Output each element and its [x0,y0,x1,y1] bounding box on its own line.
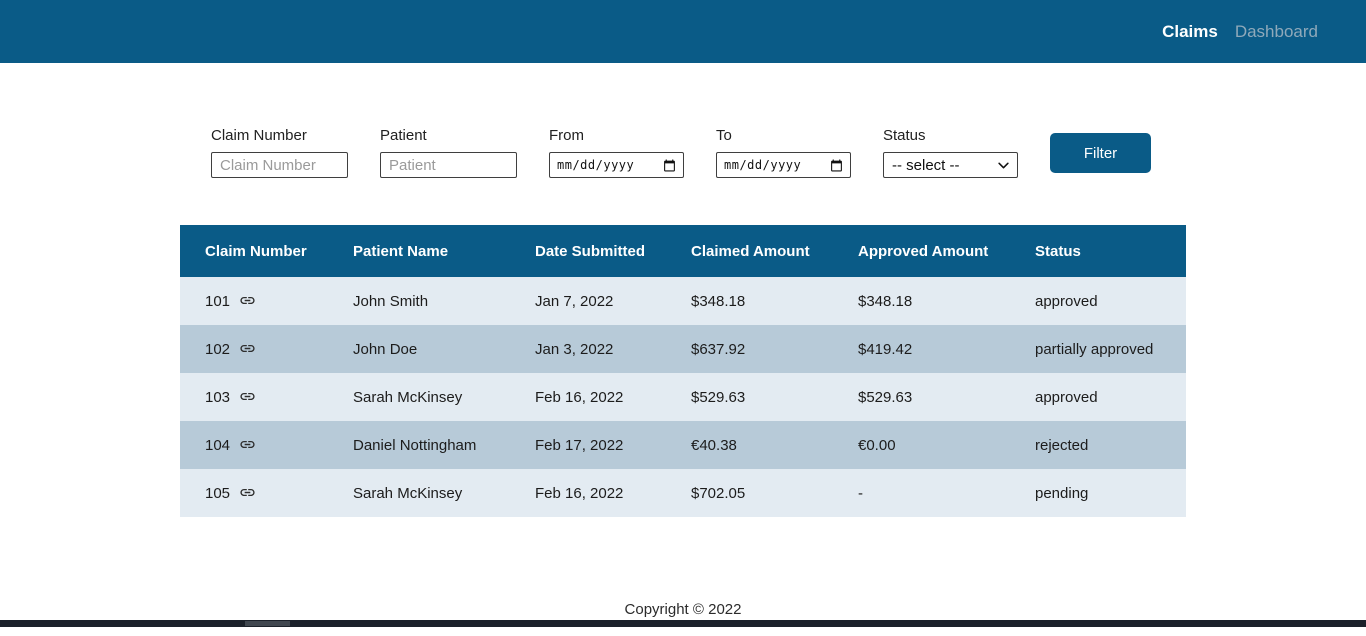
claim-number-value: 104 [205,437,230,454]
status-cell: partially approved [1010,325,1186,373]
date-submitted-cell: Jan 3, 2022 [510,325,666,373]
main-content: Claim Number Patient From mm/dd/yyyy To … [180,127,1186,517]
approved-amount-cell: €0.00 [833,421,1010,469]
link-icon[interactable] [239,436,256,453]
patient-name-cell: Daniel Nottingham [328,421,510,469]
calendar-icon[interactable] [830,159,843,172]
horizontal-scrollbar[interactable] [0,620,1366,627]
col-header-patient-name: Patient Name [328,225,510,277]
claim-number-label: Claim Number [211,127,348,144]
copyright-text: Copyright © 2022 [625,601,742,618]
claims-table: Claim Number Patient Name Date Submitted… [180,225,1186,517]
claim-number-cell: 104 [180,421,328,469]
claimed-amount-cell: €40.38 [666,421,833,469]
date-submitted-cell: Feb 16, 2022 [510,373,666,421]
claim-number-value: 105 [205,485,230,502]
claim-number-cell: 103 [180,373,328,421]
approved-amount-cell: $419.42 [833,325,1010,373]
claim-number-input[interactable] [211,152,348,178]
claimed-amount-cell: $637.92 [666,325,833,373]
claim-number-cell: 102 [180,325,328,373]
app-header: Claims Dashboard [0,0,1366,63]
col-header-date-submitted: Date Submitted [510,225,666,277]
claim-number-cell: 101 [180,277,328,325]
to-field: To mm/dd/yyyy [716,127,851,178]
from-field: From mm/dd/yyyy [549,127,684,178]
to-date-input[interactable]: mm/dd/yyyy [716,152,851,178]
col-header-approved-amount: Approved Amount [833,225,1010,277]
status-cell: approved [1010,373,1186,421]
nav-item-claims[interactable]: Claims [1162,22,1218,42]
scrollbar-thumb[interactable] [245,621,290,626]
footer: Copyright © 2022 [0,601,1366,636]
from-date-input[interactable]: mm/dd/yyyy [549,152,684,178]
status-cell: rejected [1010,421,1186,469]
claim-number-field: Claim Number [211,127,348,178]
link-icon[interactable] [239,340,256,357]
patient-name-cell: John Doe [328,325,510,373]
approved-amount-cell: $529.63 [833,373,1010,421]
link-icon[interactable] [239,388,256,405]
patient-name-cell: Sarah McKinsey [328,469,510,517]
date-submitted-cell: Jan 7, 2022 [510,277,666,325]
claim-number-value: 102 [205,341,230,358]
patient-field: Patient [380,127,517,178]
status-cell: pending [1010,469,1186,517]
status-select-value: -- select -- [892,157,960,174]
main-nav: Claims Dashboard [1162,22,1318,42]
claimed-amount-cell: $348.18 [666,277,833,325]
claim-number-cell: 105 [180,469,328,517]
col-header-claimed-amount: Claimed Amount [666,225,833,277]
status-field: Status -- select -- [883,127,1018,178]
patient-name-cell: Sarah McKinsey [328,373,510,421]
link-icon[interactable] [239,484,256,501]
approved-amount-cell: $348.18 [833,277,1010,325]
claimed-amount-cell: $529.63 [666,373,833,421]
chevron-down-icon [998,162,1009,169]
date-submitted-cell: Feb 16, 2022 [510,469,666,517]
claim-number-value: 103 [205,389,230,406]
date-submitted-cell: Feb 17, 2022 [510,421,666,469]
claims-table-header: Claim Number Patient Name Date Submitted… [180,225,1186,277]
filter-bar: Claim Number Patient From mm/dd/yyyy To … [180,127,1186,178]
filter-button[interactable]: Filter [1050,133,1151,173]
to-label: To [716,127,851,144]
status-cell: approved [1010,277,1186,325]
col-header-status: Status [1010,225,1186,277]
status-select[interactable]: -- select -- [883,152,1018,178]
claim-number-value: 101 [205,293,230,310]
patient-label: Patient [380,127,517,144]
claimed-amount-cell: $702.05 [666,469,833,517]
from-date-value: mm/dd/yyyy [557,158,634,172]
status-label: Status [883,127,1018,144]
link-icon[interactable] [239,292,256,309]
to-date-value: mm/dd/yyyy [724,158,801,172]
patient-name-cell: John Smith [328,277,510,325]
from-label: From [549,127,684,144]
calendar-icon[interactable] [663,159,676,172]
approved-amount-cell: - [833,469,1010,517]
patient-input[interactable] [380,152,517,178]
nav-item-dashboard[interactable]: Dashboard [1235,22,1318,42]
col-header-claim-number: Claim Number [180,225,328,277]
